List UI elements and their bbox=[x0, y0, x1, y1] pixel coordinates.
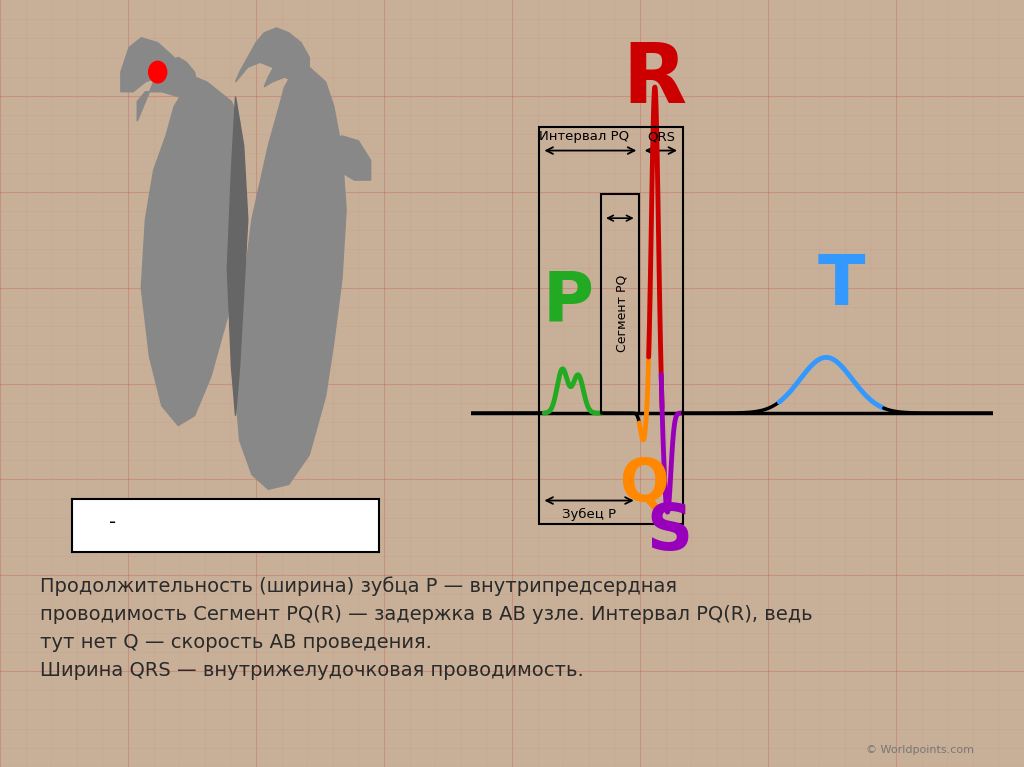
Bar bbox=[600, 194, 639, 413]
Polygon shape bbox=[322, 136, 371, 180]
Polygon shape bbox=[227, 97, 248, 416]
Text: Продолжительность (ширина) зубца P — внутрипредсердная
проводимость Сегмент PQ(R: Продолжительность (ширина) зубца P — вну… bbox=[40, 576, 813, 680]
Text: P: P bbox=[542, 268, 593, 335]
Text: R: R bbox=[623, 39, 687, 120]
Text: S: S bbox=[646, 502, 692, 563]
Text: Зубец P: Зубец P bbox=[562, 508, 616, 521]
Text: Сегмент PQ: Сегмент PQ bbox=[616, 275, 629, 352]
Polygon shape bbox=[141, 77, 240, 426]
Text: T: T bbox=[818, 252, 865, 319]
Polygon shape bbox=[121, 38, 186, 92]
Text: © Worldpoints.com: © Worldpoints.com bbox=[866, 746, 974, 755]
Polygon shape bbox=[236, 67, 346, 489]
Polygon shape bbox=[236, 28, 309, 82]
Polygon shape bbox=[137, 58, 199, 121]
Text: -: - bbox=[109, 513, 116, 532]
Bar bbox=[539, 127, 683, 525]
Polygon shape bbox=[264, 52, 309, 87]
Text: Q: Q bbox=[618, 456, 668, 513]
Text: QRS: QRS bbox=[647, 130, 675, 143]
Text: Интервал PQ: Интервал PQ bbox=[539, 130, 629, 143]
Circle shape bbox=[148, 61, 167, 83]
